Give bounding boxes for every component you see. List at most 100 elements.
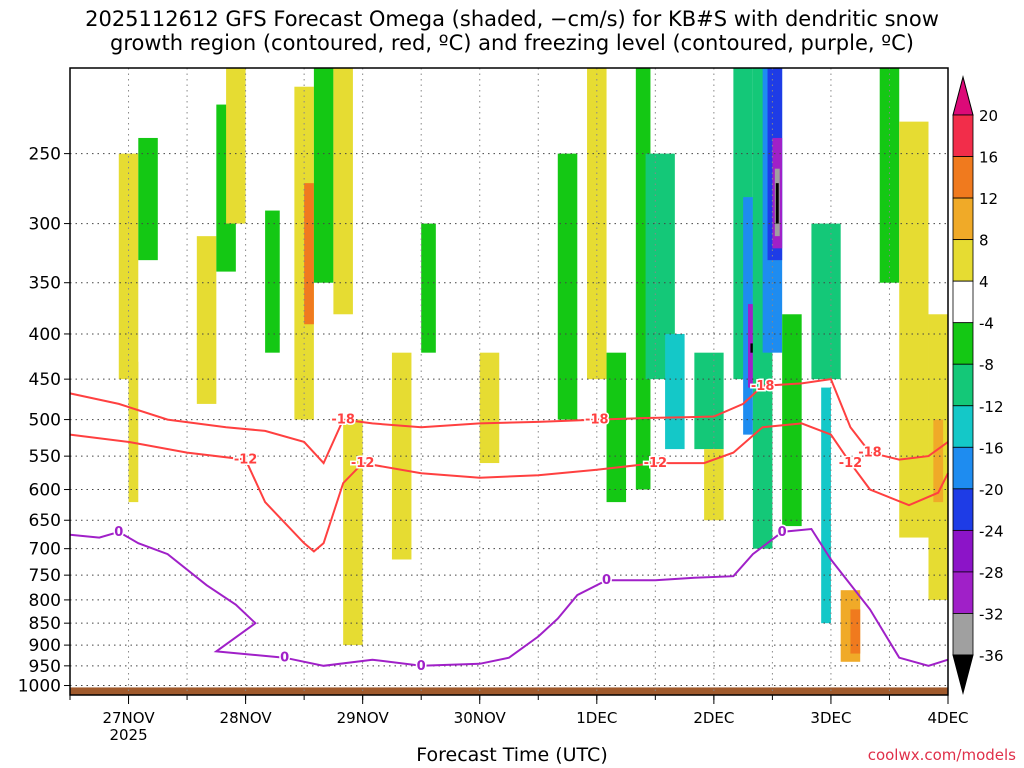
dendritic-top-contour-label: -18 bbox=[585, 413, 609, 428]
colorbar-bin bbox=[952, 114, 974, 157]
omega-cell bbox=[265, 210, 280, 353]
x-tick-label: 30NOV bbox=[454, 709, 507, 727]
omega-cell bbox=[879, 68, 900, 283]
colorbar-bin bbox=[952, 405, 974, 448]
x-tick-label: 1DEC bbox=[576, 709, 617, 727]
x-tick-label: 4DEC bbox=[927, 709, 968, 727]
y-tick-label: 750 bbox=[29, 566, 61, 586]
colorbar-bin bbox=[952, 156, 974, 199]
omega-cell bbox=[128, 361, 139, 503]
omega-cell bbox=[421, 223, 436, 353]
dendritic-top-contour-label: -18 bbox=[858, 446, 882, 461]
omega-shading bbox=[118, 68, 948, 662]
dendritic-bottom-contour bbox=[69, 422, 949, 553]
chart-title-line2: growth region (contoured, red, ºC) and f… bbox=[110, 31, 914, 55]
colorbar-label: -12 bbox=[979, 398, 1004, 416]
x-tick-sublabel: 2025 bbox=[109, 726, 147, 744]
omega-cell bbox=[391, 352, 412, 560]
colorbar-bottom-triangle bbox=[952, 654, 974, 695]
terrain-surface bbox=[70, 687, 948, 695]
y-tick-label: 250 bbox=[29, 145, 61, 165]
y-tick-label: 850 bbox=[29, 614, 61, 634]
omega-cell bbox=[665, 333, 685, 450]
y-tick-label: 650 bbox=[29, 511, 61, 531]
omega-cell bbox=[343, 419, 363, 646]
colorbar-label: 16 bbox=[979, 149, 998, 167]
omega-cell bbox=[933, 419, 944, 503]
y-tick-label: 400 bbox=[29, 325, 61, 345]
omega-cell bbox=[587, 68, 607, 380]
colorbar-label: -24 bbox=[979, 522, 1004, 540]
omega-cell bbox=[333, 68, 353, 315]
y-tick-label: 800 bbox=[29, 591, 61, 611]
colorbar-label: -28 bbox=[979, 564, 1004, 582]
colorbar-label: -16 bbox=[979, 439, 1004, 457]
dendritic-bottom-contour-label: -12 bbox=[839, 456, 863, 471]
dendritic-top-contour-label: -18 bbox=[331, 413, 355, 428]
colorbar-label: -8 bbox=[979, 356, 994, 374]
freezing-level-contour bbox=[69, 527, 949, 667]
plot-frame bbox=[69, 67, 949, 696]
y-tick-label: 700 bbox=[29, 540, 61, 560]
omega-cell bbox=[694, 352, 724, 450]
omega-cell bbox=[479, 352, 500, 464]
colorbar-label: 8 bbox=[979, 232, 989, 250]
colorbar-top-triangle bbox=[952, 75, 974, 116]
omega-cell bbox=[304, 183, 314, 325]
freezing-level-contour-label: 0 bbox=[778, 525, 787, 540]
colorbar-bin bbox=[952, 363, 974, 407]
omega-cell bbox=[196, 236, 217, 404]
y-axis: 2503003504004505005506006507007508008509… bbox=[18, 145, 70, 697]
colorbar-label: -4 bbox=[979, 315, 994, 333]
dendritic-bottom-contour-label: -12 bbox=[234, 453, 258, 468]
colorbar-label: 4 bbox=[979, 273, 989, 291]
colorbar-bin bbox=[952, 488, 974, 531]
x-tick-label: 2DEC bbox=[693, 709, 734, 727]
grid-lines bbox=[69, 68, 949, 695]
omega-cell bbox=[138, 137, 158, 261]
omega-cell bbox=[606, 352, 627, 503]
y-tick-label: 1000 bbox=[18, 677, 61, 697]
colorbar-bin bbox=[952, 322, 974, 365]
omega-cell bbox=[782, 314, 802, 527]
omega-cell bbox=[775, 183, 779, 224]
colorbar-bin bbox=[952, 446, 974, 490]
site-credit[interactable]: coolwx.com/models bbox=[867, 746, 1016, 764]
freezing-level-contour-label: 0 bbox=[280, 651, 289, 666]
x-tick-label: 27NOV bbox=[102, 709, 155, 727]
freezing-level-contour-label: 0 bbox=[114, 525, 123, 540]
dendritic-bottom-contour-label: -12 bbox=[351, 456, 375, 471]
omega-cell bbox=[811, 223, 841, 380]
y-tick-label: 950 bbox=[29, 657, 61, 677]
x-axis-label: Forecast Time (UTC) bbox=[416, 744, 608, 766]
colorbar-bin bbox=[952, 571, 974, 614]
y-tick-label: 500 bbox=[29, 411, 61, 431]
colorbar-bin bbox=[952, 280, 974, 324]
y-tick-label: 300 bbox=[29, 215, 61, 235]
y-tick-label: 900 bbox=[29, 636, 61, 656]
colorbar-label: -20 bbox=[979, 481, 1004, 499]
omega-cell bbox=[704, 449, 724, 521]
colorbar-label: 12 bbox=[979, 190, 998, 208]
x-tick-label: 29NOV bbox=[337, 709, 390, 727]
omega-cell bbox=[750, 343, 753, 353]
x-tick-label: 28NOV bbox=[220, 709, 273, 727]
omega-cell bbox=[313, 68, 334, 283]
omega-cell bbox=[899, 121, 929, 538]
dendritic-top-contour bbox=[69, 377, 949, 465]
x-tick-label: 3DEC bbox=[810, 709, 851, 727]
colorbar-bin bbox=[952, 613, 974, 656]
colorbar: 20 16 12 8 4 -4 -8 -12 -16 -20 -24 -28 -32 -36 bbox=[952, 75, 1004, 695]
colorbar-bin bbox=[952, 197, 974, 241]
colorbar-bin bbox=[952, 529, 974, 573]
dendritic-top-contour-label: -18 bbox=[751, 379, 775, 394]
omega-cell bbox=[821, 387, 831, 624]
freezing-level-contour-label: 0 bbox=[417, 659, 426, 674]
colorbar-label: 20 bbox=[979, 107, 998, 125]
y-tick-label: 600 bbox=[29, 481, 61, 501]
colorbar-bin bbox=[952, 239, 974, 282]
omega-cell bbox=[557, 153, 578, 420]
y-tick-label: 450 bbox=[29, 370, 61, 390]
